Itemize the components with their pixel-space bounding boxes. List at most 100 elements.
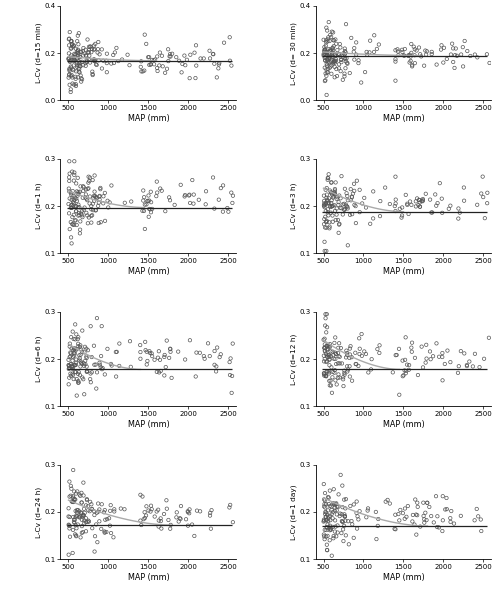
Point xyxy=(153,507,161,516)
Point xyxy=(67,44,75,53)
Point xyxy=(421,46,429,56)
Point xyxy=(83,196,91,205)
Point xyxy=(351,348,359,358)
Point xyxy=(332,54,340,64)
Point xyxy=(475,362,483,372)
Point xyxy=(343,188,351,198)
Point xyxy=(338,517,346,526)
Point xyxy=(145,204,153,213)
Point xyxy=(325,499,333,509)
Point xyxy=(321,354,329,364)
Point xyxy=(408,517,416,526)
Point xyxy=(96,195,104,205)
Point xyxy=(320,219,328,229)
Point xyxy=(68,71,76,80)
Point xyxy=(322,371,330,381)
Point xyxy=(226,500,234,509)
Point xyxy=(333,502,341,511)
Point xyxy=(229,339,237,349)
Point xyxy=(481,213,489,223)
Point xyxy=(325,367,333,376)
Point xyxy=(81,347,89,357)
Point xyxy=(74,339,82,349)
Point xyxy=(325,199,333,208)
Point xyxy=(352,359,360,369)
Point xyxy=(75,64,83,74)
Point xyxy=(335,352,343,361)
Point xyxy=(332,39,340,48)
Point xyxy=(90,196,98,206)
Point xyxy=(320,368,328,378)
Point xyxy=(95,358,103,368)
Point xyxy=(185,191,193,200)
Point xyxy=(337,343,345,353)
Point xyxy=(66,342,74,352)
Point xyxy=(81,342,89,352)
Point xyxy=(321,200,329,210)
Point xyxy=(193,348,201,358)
Point xyxy=(115,361,123,371)
Point xyxy=(320,50,328,59)
Point xyxy=(90,341,98,350)
Point xyxy=(97,218,105,227)
Point xyxy=(352,508,360,518)
Point xyxy=(352,359,360,369)
Point xyxy=(405,361,413,370)
Point xyxy=(144,196,152,206)
Point xyxy=(148,349,156,358)
Point xyxy=(228,388,236,398)
Point xyxy=(437,41,446,50)
Point xyxy=(75,67,83,77)
Point xyxy=(341,516,349,526)
Point xyxy=(324,350,332,360)
Point xyxy=(325,58,333,68)
Point xyxy=(411,59,419,68)
Point xyxy=(325,50,333,59)
Point xyxy=(65,373,73,383)
Point xyxy=(323,345,331,355)
Point xyxy=(321,347,329,356)
Point xyxy=(67,481,75,490)
Point xyxy=(348,193,356,202)
Point xyxy=(67,87,75,97)
Point xyxy=(337,55,345,65)
Point xyxy=(399,356,407,365)
Point xyxy=(69,186,77,196)
Point xyxy=(332,349,340,359)
Point xyxy=(70,191,78,201)
Point xyxy=(447,358,455,367)
Point xyxy=(217,184,225,193)
Point xyxy=(68,200,76,210)
Point xyxy=(94,37,102,47)
Point xyxy=(87,202,95,211)
Point xyxy=(326,50,334,59)
Point xyxy=(139,186,147,196)
Point xyxy=(372,535,381,544)
Point xyxy=(338,359,346,368)
Point xyxy=(68,219,76,229)
Point xyxy=(340,199,348,209)
Point xyxy=(323,65,331,74)
Point xyxy=(65,504,73,513)
Point xyxy=(331,503,339,512)
Point xyxy=(84,502,92,511)
Point xyxy=(341,50,349,59)
Point xyxy=(209,50,217,59)
Point xyxy=(88,504,96,514)
Point xyxy=(75,208,83,218)
Point xyxy=(428,208,436,217)
Point xyxy=(71,52,79,62)
Point xyxy=(327,352,335,361)
Point xyxy=(67,348,75,358)
Point xyxy=(72,360,80,370)
Point xyxy=(325,493,333,502)
Point xyxy=(463,46,471,56)
Point xyxy=(322,512,330,522)
Point xyxy=(419,362,427,372)
Point xyxy=(326,511,334,521)
Point xyxy=(411,44,419,54)
Point xyxy=(83,353,91,363)
Point xyxy=(74,190,82,199)
Point xyxy=(150,59,158,69)
Point xyxy=(86,199,94,208)
